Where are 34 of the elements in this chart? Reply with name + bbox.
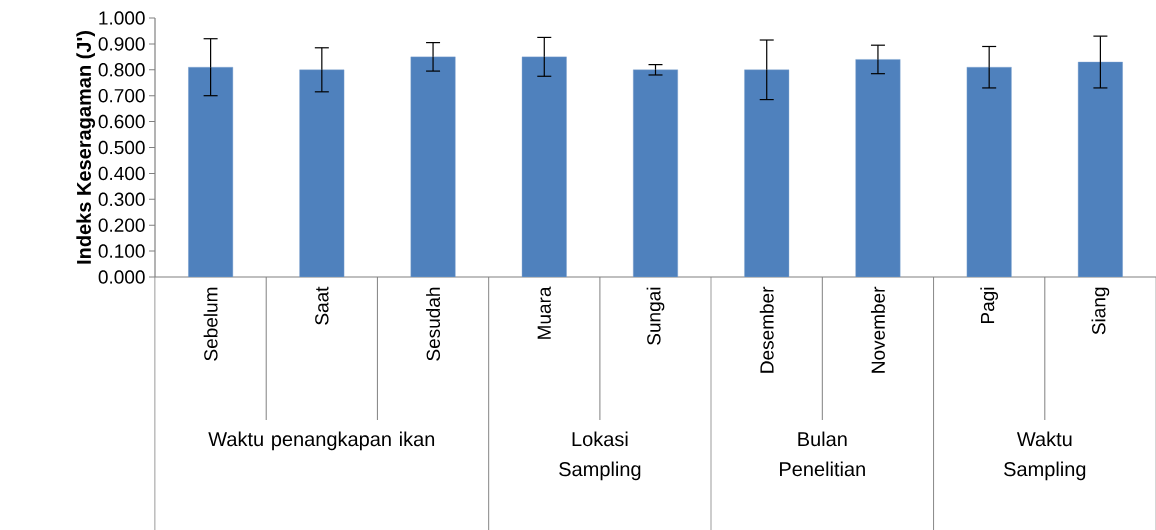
y-tick-label: 1.000: [99, 11, 145, 25]
y-tick-label: 0.500: [98, 140, 145, 155]
y-tick-label: 0.900: [98, 37, 145, 51]
bar: [299, 69, 345, 277]
y-axis-title: Indeks Keseragaman (J'): [76, 31, 96, 264]
bar: [188, 67, 234, 277]
bar: [1077, 61, 1123, 277]
x-tick-label: Desember: [759, 286, 774, 373]
x-tick-label: November: [870, 286, 885, 373]
x-tick-label: Muara: [537, 286, 551, 339]
x-tick-label: Sesudah: [426, 287, 441, 361]
x-tick-label: Siang: [1091, 287, 1110, 335]
x-tick-label: Sungai: [646, 287, 665, 345]
y-tick-label: 0.200: [98, 218, 145, 232]
text: Bulan Penelitian: [780, 431, 865, 477]
y-tick-label: 0.100: [98, 244, 145, 258]
x-tick-label: Pagi: [980, 287, 999, 324]
text: Lokasi Sampling: [559, 431, 641, 481]
bar: [855, 59, 901, 277]
x-tick-label: Saat: [315, 286, 329, 325]
y-tick-label: 0.700: [98, 88, 145, 103]
y-tick-label: 0.400: [98, 166, 145, 181]
text: Waktu penangkapan ikan: [208, 431, 435, 451]
y-tick-label: 0.800: [98, 63, 145, 77]
bar: [521, 56, 567, 277]
y-tick-label: 0.000: [98, 270, 145, 284]
text: Waktu Sampling: [1004, 431, 1086, 481]
bar: [633, 69, 678, 277]
y-tick-label: 0.600: [98, 114, 145, 129]
x-tick-label: Sebelum: [203, 287, 218, 361]
y-tick-label: 0.300: [98, 192, 145, 207]
bar: [966, 67, 1012, 277]
bar: [410, 56, 456, 277]
bar: [744, 69, 790, 277]
